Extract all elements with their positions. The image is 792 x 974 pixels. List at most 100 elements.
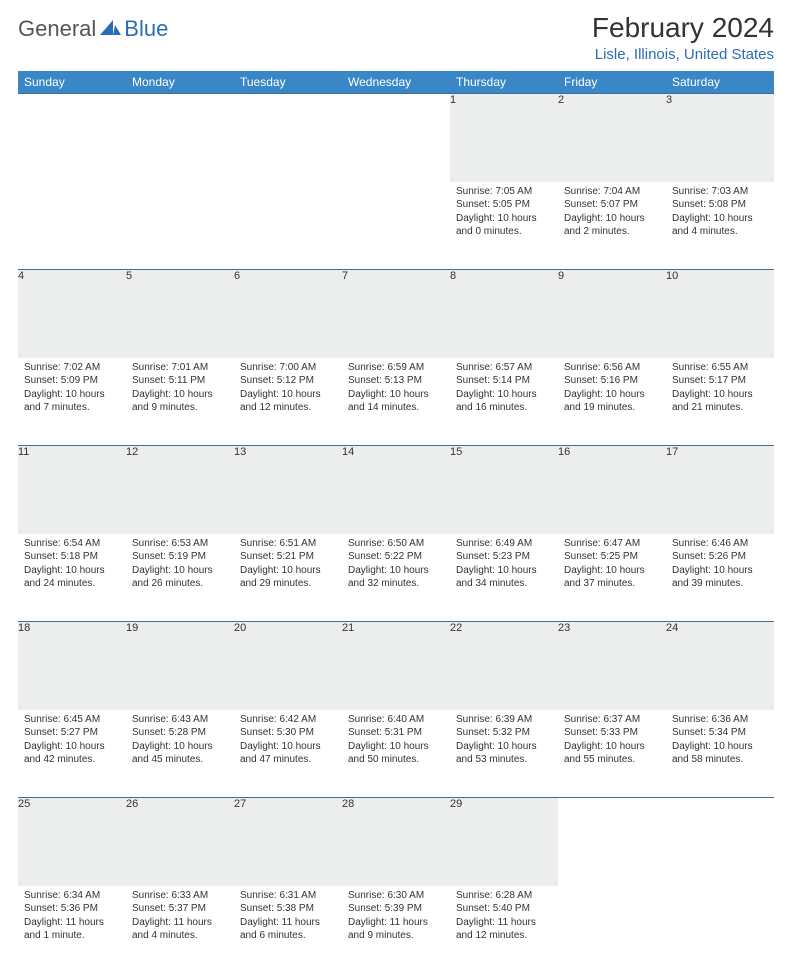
sunrise-line: Sunrise: 6:40 AM — [348, 713, 444, 727]
day-number-cell: 12 — [126, 446, 234, 534]
col-thursday: Thursday — [450, 71, 558, 94]
day-cell: Sunrise: 6:36 AMSunset: 5:34 PMDaylight:… — [666, 710, 774, 798]
logo-triangle-icon — [100, 18, 122, 41]
day-number-cell: 23 — [558, 622, 666, 710]
sunrise-line: Sunrise: 7:03 AM — [672, 185, 768, 199]
day-details: Sunrise: 7:04 AMSunset: 5:07 PMDaylight:… — [558, 182, 666, 245]
day-details: Sunrise: 6:42 AMSunset: 5:30 PMDaylight:… — [234, 710, 342, 773]
daylight-line: Daylight: 11 hours and 9 minutes. — [348, 916, 444, 943]
day-number-cell: 17 — [666, 446, 774, 534]
sunset-line: Sunset: 5:32 PM — [456, 726, 552, 740]
day-number-cell — [558, 798, 666, 886]
sunset-line: Sunset: 5:36 PM — [24, 902, 120, 916]
daylight-line: Daylight: 10 hours and 26 minutes. — [132, 564, 228, 591]
day-cell — [666, 886, 774, 974]
sunset-line: Sunset: 5:40 PM — [456, 902, 552, 916]
sunset-line: Sunset: 5:31 PM — [348, 726, 444, 740]
sunset-line: Sunset: 5:11 PM — [132, 374, 228, 388]
day-number-cell: 10 — [666, 270, 774, 358]
sunset-line: Sunset: 5:28 PM — [132, 726, 228, 740]
day-cell: Sunrise: 6:42 AMSunset: 5:30 PMDaylight:… — [234, 710, 342, 798]
day-number-cell — [234, 94, 342, 182]
day-cell: Sunrise: 6:54 AMSunset: 5:18 PMDaylight:… — [18, 534, 126, 622]
day-body-row: Sunrise: 6:54 AMSunset: 5:18 PM Daylight:… — [18, 534, 774, 622]
sunset-line: Sunset: 5:23 PM — [456, 550, 552, 564]
daylight-line: Daylight: 11 hours and 4 minutes. — [132, 916, 228, 943]
day-number-cell — [666, 798, 774, 886]
day-number-cell: 20 — [234, 622, 342, 710]
sunrise-line: Sunrise: 6:36 AM — [672, 713, 768, 727]
daylight-line: Daylight: 10 hours and 9 minutes. — [132, 388, 228, 415]
day-body-row: Sunrise: 7:05 AMSunset: 5:05 PMDaylight:… — [18, 182, 774, 270]
day-number-cell: 18 — [18, 622, 126, 710]
day-number-cell: 25 — [18, 798, 126, 886]
sunrise-line: Sunrise: 6:45 AM — [24, 713, 120, 727]
sunset-line: Sunset: 5:09 PM — [24, 374, 120, 388]
sunrise-line: Sunrise: 6:54 AM — [24, 537, 120, 551]
sunrise-line: Sunrise: 6:49 AM — [456, 537, 552, 551]
sunrise-line: Sunrise: 6:34 AM — [24, 889, 120, 903]
day-number-cell: 16 — [558, 446, 666, 534]
logo: General Blue — [18, 16, 168, 42]
day-cell: Sunrise: 6:34 AMSunset: 5:36 PMDaylight:… — [18, 886, 126, 974]
day-cell: Sunrise: 6:40 AMSunset: 5:31 PMDaylight:… — [342, 710, 450, 798]
sunset-line: Sunset: 5:37 PM — [132, 902, 228, 916]
day-cell: Sunrise: 6:43 AMSunset: 5:28 PMDaylight:… — [126, 710, 234, 798]
day-number-cell: 26 — [126, 798, 234, 886]
sunset-line: Sunset: 5:22 PM — [348, 550, 444, 564]
sunrise-line: Sunrise: 7:00 AM — [240, 361, 336, 375]
day-details: Sunrise: 6:36 AMSunset: 5:34 PMDaylight:… — [666, 710, 774, 773]
day-details: Sunrise: 7:00 AMSunset: 5:12 PMDaylight:… — [234, 358, 342, 421]
sunset-line: Sunset: 5:21 PM — [240, 550, 336, 564]
daylight-line: Daylight: 10 hours and 58 minutes. — [672, 740, 768, 767]
logo-text-general: General — [18, 16, 96, 42]
daylight-line: Daylight: 10 hours and 45 minutes. — [132, 740, 228, 767]
day-cell: Sunrise: 7:03 AMSunset: 5:08 PMDaylight:… — [666, 182, 774, 270]
day-cell — [234, 182, 342, 270]
day-number-cell: 11 — [18, 446, 126, 534]
day-details: Sunrise: 6:39 AMSunset: 5:32 PMDaylight:… — [450, 710, 558, 773]
sunset-line: Sunset: 5:14 PM — [456, 374, 552, 388]
sunrise-line: Sunrise: 7:01 AM — [132, 361, 228, 375]
sunset-line: Sunset: 5:18 PM — [24, 550, 120, 564]
day-number-cell — [18, 94, 126, 182]
day-details: Sunrise: 6:43 AMSunset: 5:28 PMDaylight:… — [126, 710, 234, 773]
day-number-cell: 2 — [558, 94, 666, 182]
daylight-line: Daylight: 11 hours and 6 minutes. — [240, 916, 336, 943]
calendar-body: 1 23 Sunrise: 7:05 AMSunset: 5:05 PMDaylig… — [18, 94, 774, 974]
daylight-line: Daylight: 10 hours and 47 minutes. — [240, 740, 336, 767]
day-details: Sunrise: 6:31 AMSunset: 5:38 PMDaylight:… — [234, 886, 342, 949]
day-body-row: Sunrise: 7:02 AMSunset: 5:09 PMDaylight:… — [18, 358, 774, 446]
day-details: Sunrise: 6:30 AMSunset: 5:39 PMDaylight:… — [342, 886, 450, 949]
day-number-cell: 4 — [18, 270, 126, 358]
sunrise-line: Sunrise: 6:39 AM — [456, 713, 552, 727]
sunset-line: Sunset: 5:30 PM — [240, 726, 336, 740]
daylight-line: Daylight: 10 hours and 4 minutes. — [672, 212, 768, 239]
sunset-line: Sunset: 5:13 PM — [348, 374, 444, 388]
daylight-line: Daylight: 11 hours and 1 minute. — [24, 916, 120, 943]
day-number-cell: 22 — [450, 622, 558, 710]
daylight-line: Daylight: 10 hours and 50 minutes. — [348, 740, 444, 767]
day-cell: Sunrise: 6:56 AMSunset: 5:16 PMDaylight:… — [558, 358, 666, 446]
day-details: Sunrise: 6:50 AMSunset: 5:22 PMDaylight:… — [342, 534, 450, 597]
daylight-line: Daylight: 10 hours and 53 minutes. — [456, 740, 552, 767]
day-cell — [558, 886, 666, 974]
logo-text-blue: Blue — [124, 16, 168, 42]
day-number-cell: 1 — [450, 94, 558, 182]
sunset-line: Sunset: 5:26 PM — [672, 550, 768, 564]
daylight-line: Daylight: 10 hours and 12 minutes. — [240, 388, 336, 415]
day-number-cell — [126, 94, 234, 182]
day-number-cell: 7 — [342, 270, 450, 358]
col-saturday: Saturday — [666, 71, 774, 94]
day-details: Sunrise: 6:54 AMSunset: 5:18 PMDaylight:… — [18, 534, 126, 597]
day-details: Sunrise: 6:33 AMSunset: 5:37 PMDaylight:… — [126, 886, 234, 949]
daynum-row: 45678910 — [18, 270, 774, 358]
sunset-line: Sunset: 5:17 PM — [672, 374, 768, 388]
sunset-line: Sunset: 5:19 PM — [132, 550, 228, 564]
day-details: Sunrise: 7:05 AMSunset: 5:05 PMDaylight:… — [450, 182, 558, 245]
sunrise-line: Sunrise: 6:57 AM — [456, 361, 552, 375]
day-cell: Sunrise: 6:30 AMSunset: 5:39 PMDaylight:… — [342, 886, 450, 974]
daylight-line: Daylight: 10 hours and 21 minutes. — [672, 388, 768, 415]
day-number-cell: 8 — [450, 270, 558, 358]
day-number-cell: 29 — [450, 798, 558, 886]
